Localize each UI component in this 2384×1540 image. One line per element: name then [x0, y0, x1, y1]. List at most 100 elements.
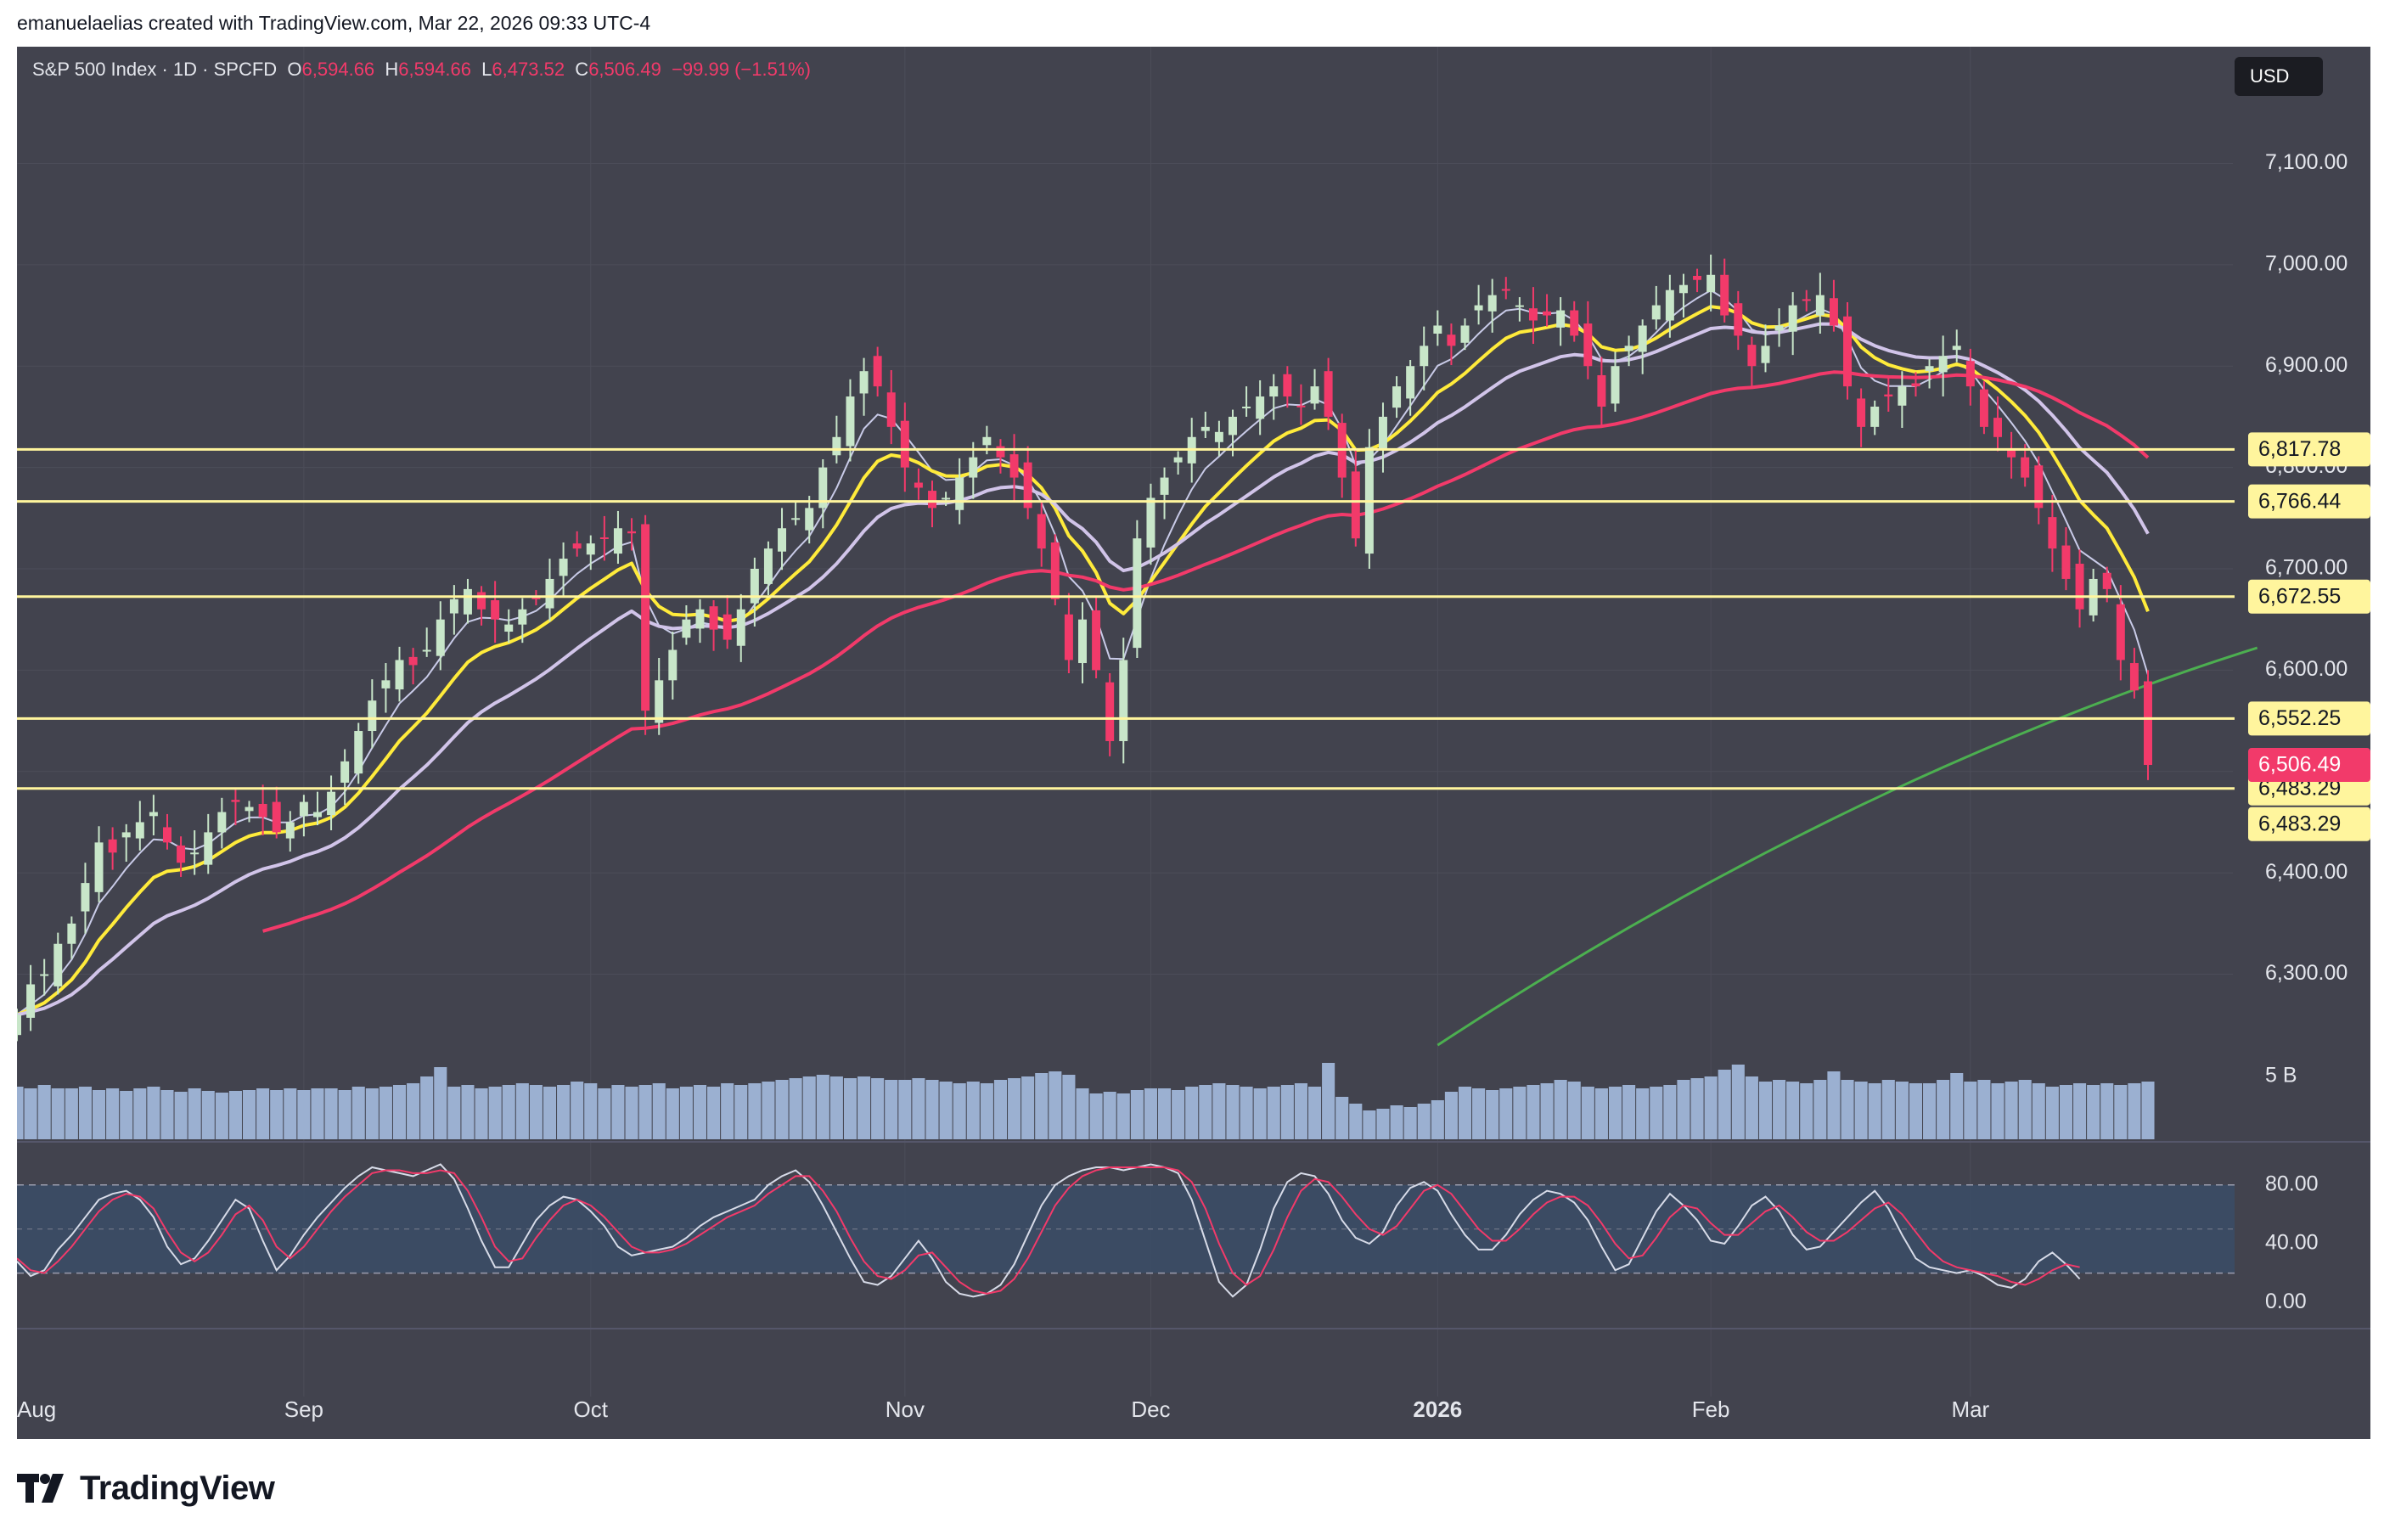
volume-bar	[1977, 1080, 1991, 1139]
candle-body	[1009, 454, 1019, 478]
candle-body	[778, 528, 787, 552]
candle-body	[873, 356, 882, 387]
volume-bar	[1964, 1082, 1977, 1139]
candle-body	[1501, 289, 1510, 291]
candle-body	[1802, 299, 1811, 301]
volume-bar	[1076, 1088, 1089, 1139]
candle-body	[1570, 310, 1579, 336]
candle-body	[135, 822, 144, 839]
candle-body	[1693, 275, 1702, 280]
candle-body	[217, 812, 227, 833]
volume-bar	[1786, 1082, 1800, 1139]
time-tick-label: Dec	[1131, 1397, 1170, 1422]
candle-body	[1993, 418, 2003, 437]
price-levels	[17, 447, 2235, 790]
candle-body	[1173, 457, 1183, 463]
candle-body	[545, 578, 554, 609]
symbol-legend: S&P 500 Index · 1D · SPCFD O6,594.66 H6,…	[32, 59, 811, 81]
level-tag-bg	[2248, 579, 2370, 614]
candle-body	[1200, 426, 1210, 431]
change-value: −99.99 (−1.51%)	[672, 59, 811, 80]
candle-body	[26, 984, 36, 1018]
volume-bar	[2100, 1083, 2114, 1139]
stochastic-k-line	[17, 1163, 2081, 1298]
candle-body	[531, 597, 541, 599]
volume-bar	[1800, 1083, 1813, 1139]
time-tick-label: Sep	[284, 1397, 323, 1422]
volume-bar	[1895, 1082, 1909, 1139]
volume-bar	[1226, 1085, 1240, 1139]
level-tag-bg	[2248, 701, 2370, 736]
volume-bar	[147, 1087, 160, 1139]
volume-bar	[2128, 1083, 2141, 1139]
candle-body	[149, 812, 158, 817]
volume-bar	[502, 1085, 515, 1139]
volume-bar	[1253, 1088, 1267, 1139]
volume-bar	[789, 1078, 802, 1139]
volume-bar	[51, 1088, 65, 1139]
volume-bar	[816, 1075, 829, 1139]
candle-body	[285, 822, 295, 839]
volume-bar	[1089, 1093, 1103, 1139]
price-axis: 7,100.007,000.006,900.006,800.006,700.00…	[2248, 150, 2370, 1313]
volume-bar	[1130, 1090, 1144, 1139]
chart-panel[interactable]: 7,100.007,000.006,900.006,800.006,700.00…	[17, 47, 2370, 1439]
candle-body	[1378, 416, 1387, 451]
candle-body	[750, 569, 759, 604]
candle-body	[1133, 538, 1142, 649]
candle-body	[1064, 614, 1073, 660]
candle-body	[736, 609, 745, 646]
volume-bar	[420, 1076, 434, 1139]
candle-body	[996, 446, 1005, 458]
candle-body	[2034, 465, 2044, 509]
candle-body	[1296, 405, 1306, 407]
level-tag-bg	[2248, 484, 2370, 519]
chart-canvas[interactable]: 7,100.007,000.006,900.006,800.006,700.00…	[17, 47, 2370, 1439]
candle-body	[327, 791, 336, 816]
volume-bar	[1008, 1078, 1021, 1139]
time-tick-label: Oct	[574, 1397, 609, 1422]
candle-body	[1747, 345, 1757, 367]
volume-tick-label: 5 B	[2265, 1064, 2297, 1088]
candle-body	[1734, 303, 1743, 336]
candle-body	[1228, 416, 1237, 436]
volume-bar	[707, 1087, 721, 1139]
candle-body	[94, 842, 104, 892]
candle-body	[1528, 308, 1538, 321]
candle-body	[491, 600, 500, 620]
candle-body	[1406, 366, 1415, 399]
volume-bar	[666, 1088, 679, 1139]
volume-bar	[1322, 1063, 1335, 1139]
candle-body	[900, 420, 909, 468]
high-label: H	[385, 59, 399, 80]
candle-body	[2102, 572, 2111, 589]
volume-bar	[311, 1088, 324, 1139]
volume-bar	[2018, 1080, 2032, 1139]
candle-body	[805, 508, 814, 531]
volume-bar	[1049, 1071, 1062, 1139]
stochastic-pane	[17, 1163, 2235, 1298]
volume-bar	[1527, 1085, 1540, 1139]
candle-body	[1938, 356, 1948, 373]
volume-bar	[1267, 1087, 1280, 1139]
last-price-tag: 6,506.49	[2258, 753, 2341, 777]
volume-bar	[475, 1088, 488, 1139]
volume-bar	[2073, 1083, 2087, 1139]
volume-bar	[1444, 1092, 1458, 1139]
volume-bar	[1773, 1080, 1786, 1139]
candle-body	[1611, 366, 1620, 404]
candle-body	[1651, 305, 1661, 320]
candle-body	[1597, 374, 1606, 407]
currency-button[interactable]: USD	[2235, 57, 2323, 96]
candle-body	[1925, 366, 1934, 372]
volume-bar	[857, 1076, 871, 1139]
volume-bar	[584, 1083, 598, 1139]
level-tag-bg	[2248, 807, 2370, 841]
volume-bar	[65, 1088, 78, 1139]
volume-bar	[1594, 1088, 1608, 1139]
candle-body	[40, 974, 49, 976]
candle-body	[1242, 406, 1251, 408]
candle-body	[1324, 371, 1333, 417]
volume-bar	[1403, 1107, 1417, 1139]
volume-bar	[351, 1087, 365, 1139]
